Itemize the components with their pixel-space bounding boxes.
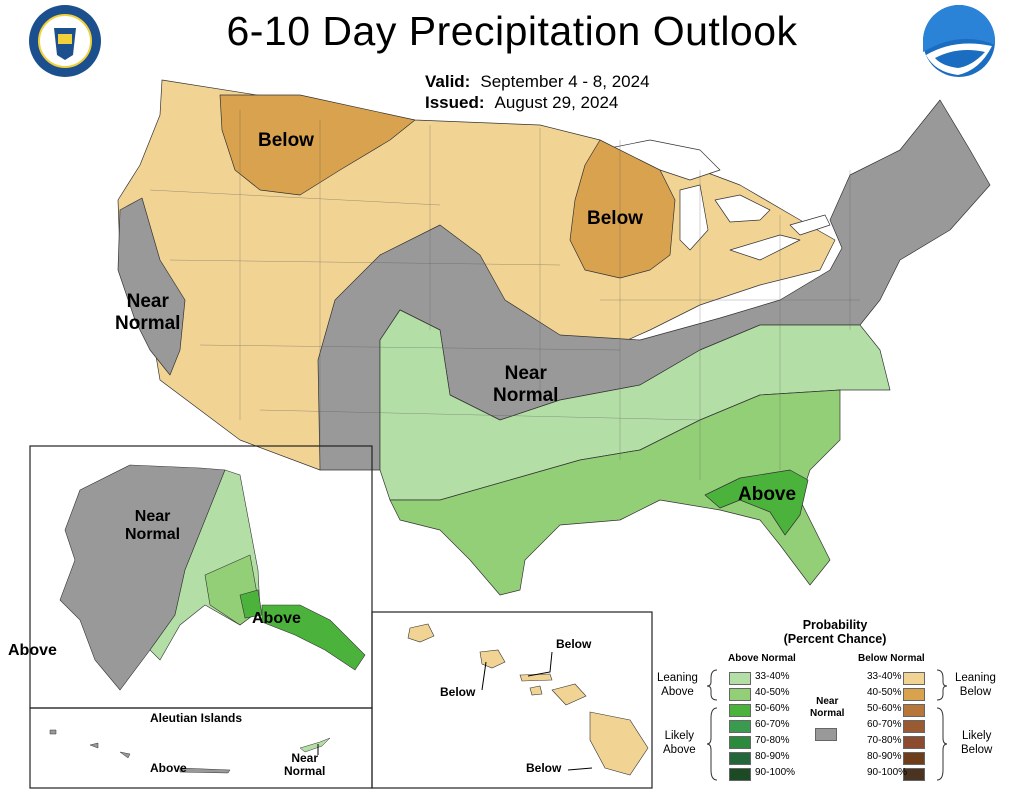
legend-above-label-6: 90-100% (755, 767, 796, 778)
aleutian-title: Aleutian Islands (150, 711, 243, 725)
near-label-line1: Near (816, 696, 839, 707)
oahu (479, 649, 506, 669)
central-near-normal-label: Near Normal (493, 363, 558, 407)
legend-below-swatch-3 (903, 720, 925, 733)
legend-below-swatch-1 (903, 688, 925, 701)
aleutian-normal-text: Normal (284, 764, 326, 779)
florida-above-label: Above (738, 484, 797, 505)
legend-above-swatch-4 (729, 736, 751, 749)
legend-leaning-above: Leaning Above (657, 672, 698, 700)
legend-likely-above: Likely Above (663, 730, 696, 758)
aleutian-near-normal-label: Near Normal (284, 751, 326, 779)
lanai (529, 685, 543, 696)
likely-above-line2: Above (663, 743, 696, 756)
leaning-above-line1: Leaning (657, 672, 698, 684)
page-title: 6-10 Day Precipitation Outlook (226, 8, 798, 54)
legend-above-label-2: 50-60% (755, 703, 790, 714)
kauai (407, 623, 435, 643)
legend-below-label-0: 33-40% (867, 671, 902, 682)
legend-above-header: Above Normal (728, 653, 796, 664)
ak-normal-text: Normal (125, 526, 181, 544)
legend-below-label-2: 50-60% (867, 703, 902, 714)
ak-near-text: Near (134, 508, 171, 525)
valid-dates: Valid: September 4 - 8, 2024 (425, 72, 650, 92)
alaska-near-normal-region (59, 464, 226, 691)
likely-below-line1: Likely (961, 730, 992, 742)
near-label-line2: Normal (810, 708, 845, 719)
west-near-text: Near (126, 291, 169, 312)
aleutian-near-text: Near (291, 751, 319, 765)
legend-below-label-5: 80-90% (867, 751, 902, 762)
legend-above-label-4: 70-80% (755, 735, 790, 746)
central-normal-text: Normal (493, 384, 559, 406)
issued-label: Issued: (425, 93, 485, 112)
south-above-40-50-region (389, 389, 841, 596)
ak-above-label: Above (252, 610, 301, 627)
legend-above-label-0: 33-40% (755, 671, 790, 682)
legend-above-swatch-2 (729, 704, 751, 717)
ak-near-normal-label: Near Normal (125, 508, 180, 545)
legend-title: Probability (Percent Chance) (735, 618, 935, 647)
big-island (589, 711, 649, 776)
noaa-logo-graphic (923, 5, 995, 77)
legend-above-label-5: 80-90% (755, 751, 790, 762)
legend-below-swatch-2 (903, 704, 925, 717)
likely-below-line2: Below (961, 743, 993, 756)
ak-above-west-label: Above (8, 642, 57, 659)
legend-above-swatch-6 (729, 768, 751, 781)
hi-below-label-2: Below (440, 685, 476, 699)
probability-legend: Probability (Percent Chance) Above Normal… (655, 618, 1015, 788)
legend-title-line1: Probability (802, 618, 868, 632)
aleutian-above-label: Above (150, 761, 187, 775)
west-coast-near-normal-region (117, 197, 186, 376)
alaska-panhandle-above-region (261, 604, 366, 671)
legend-braces (706, 669, 948, 781)
hi-below-label-1: Below (556, 637, 592, 651)
legend-below-label-3: 60-70% (867, 719, 902, 730)
legend-above-swatch-5 (729, 752, 751, 765)
valid-label: Valid: (425, 72, 471, 91)
legend-above-label-3: 60-70% (755, 719, 790, 730)
legend-below-swatch-4 (903, 736, 925, 749)
hi-below-label-3: Below (526, 761, 562, 775)
leaning-below-line1: Leaning (955, 672, 996, 684)
central-near-text: Near (504, 363, 547, 384)
legend-below-label-4: 70-80% (867, 735, 902, 746)
legend-below-label-1: 40-50% (867, 687, 902, 698)
legend-above-swatch-0 (729, 672, 751, 685)
legend-below-swatch-6 (903, 768, 925, 781)
legend-title-line2: (Percent Chance) (783, 632, 887, 647)
valid-value: September 4 - 8, 2024 (480, 72, 650, 91)
legend-below-header: Below Normal (858, 653, 925, 664)
doc-seal-graphic (29, 5, 101, 77)
likely-above-line1: Likely (664, 730, 694, 742)
wi-below-label: Below (587, 208, 643, 229)
wisconsin-below-40-50-region (569, 139, 676, 279)
maui (551, 683, 587, 706)
west-normal-text: Normal (115, 312, 181, 334)
legend-above-label-1: 40-50% (755, 687, 790, 698)
legend-near-normal-swatch (815, 728, 837, 741)
legend-below-swatch-5 (903, 752, 925, 765)
legend-near-normal-label: Near Normal (810, 696, 844, 720)
leaning-above-line2: Above (661, 685, 694, 698)
legend-leaning-below: Leaning Below (955, 672, 996, 700)
legend-below-swatch-0 (903, 672, 925, 685)
legend-above-swatch-3 (729, 720, 751, 733)
issued-value: August 29, 2024 (494, 93, 619, 112)
west-near-normal-label: Near Normal (115, 291, 180, 335)
legend-below-label-6: 90-100% (867, 767, 908, 778)
issued-date: Issued: August 29, 2024 (425, 93, 618, 113)
legend-likely-below: Likely Below (961, 730, 992, 758)
legend-above-swatch-1 (729, 688, 751, 701)
leaning-below-line2: Below (959, 685, 992, 698)
nw-below-label: Below (258, 130, 314, 151)
florida-above-50-60-region (704, 469, 809, 536)
hawaii-inset-frame (371, 611, 653, 789)
